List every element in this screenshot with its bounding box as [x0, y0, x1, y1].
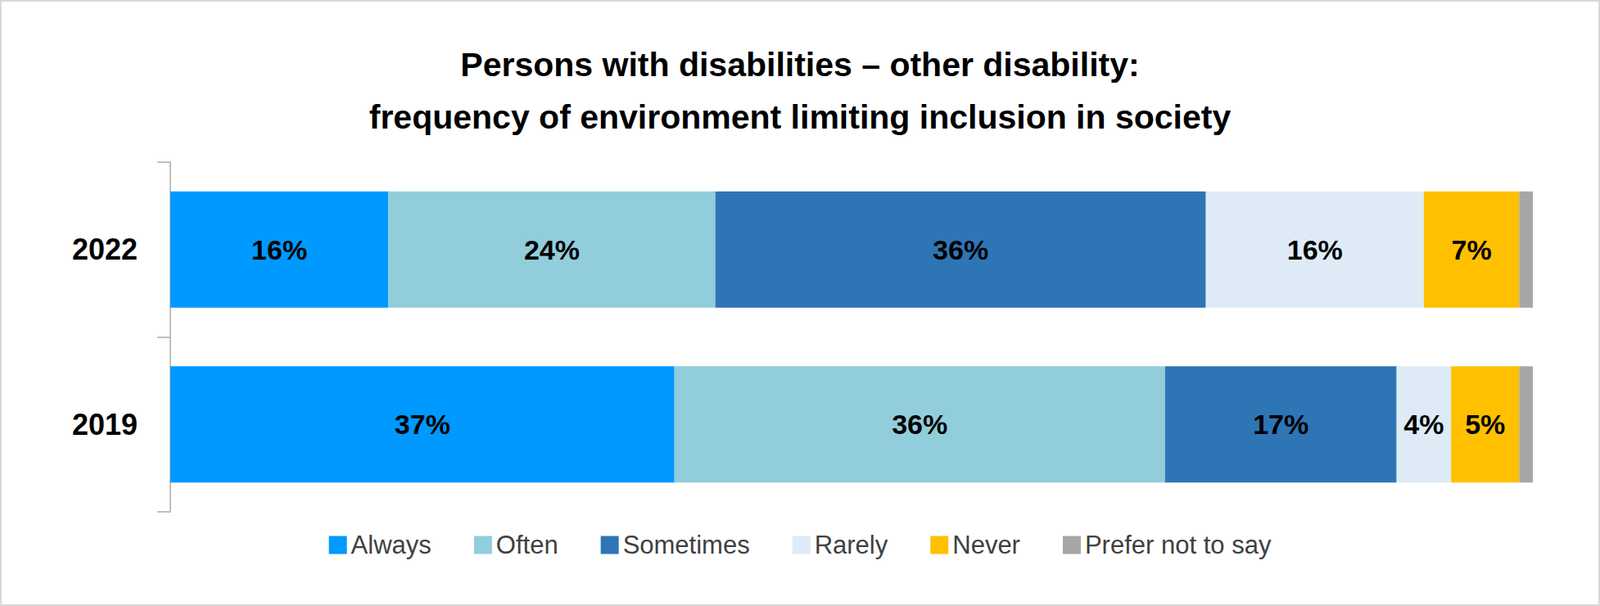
svg-text:Prefer not to say: Prefer not to say	[1084, 530, 1272, 560]
svg-text:Never: Never	[952, 530, 1021, 560]
svg-text:5%: 5%	[1464, 408, 1506, 440]
svg-text:frequency of environment limit: frequency of environment limiting inclus…	[369, 98, 1232, 136]
svg-text:7%: 7%	[1451, 234, 1492, 266]
svg-text:4%: 4%	[1403, 408, 1444, 440]
svg-text:36%: 36%	[932, 234, 989, 266]
svg-text:2019: 2019	[72, 407, 138, 442]
svg-text:Persons with disabilities – ot: Persons with disabilities – other disabi…	[460, 45, 1139, 84]
svg-text:Always: Always	[351, 530, 432, 560]
svg-text:Often: Often	[496, 530, 559, 560]
svg-text:16%: 16%	[251, 234, 308, 266]
svg-text:37%: 37%	[394, 408, 451, 440]
svg-text:36%: 36%	[891, 408, 948, 440]
svg-text:Rarely: Rarely	[814, 530, 889, 560]
svg-text:24%: 24%	[524, 234, 580, 266]
svg-text:2022: 2022	[72, 232, 138, 267]
svg-text:Sometimes: Sometimes	[623, 530, 751, 560]
svg-text:17%: 17%	[1252, 408, 1309, 440]
svg-text:16%: 16%	[1287, 234, 1343, 266]
